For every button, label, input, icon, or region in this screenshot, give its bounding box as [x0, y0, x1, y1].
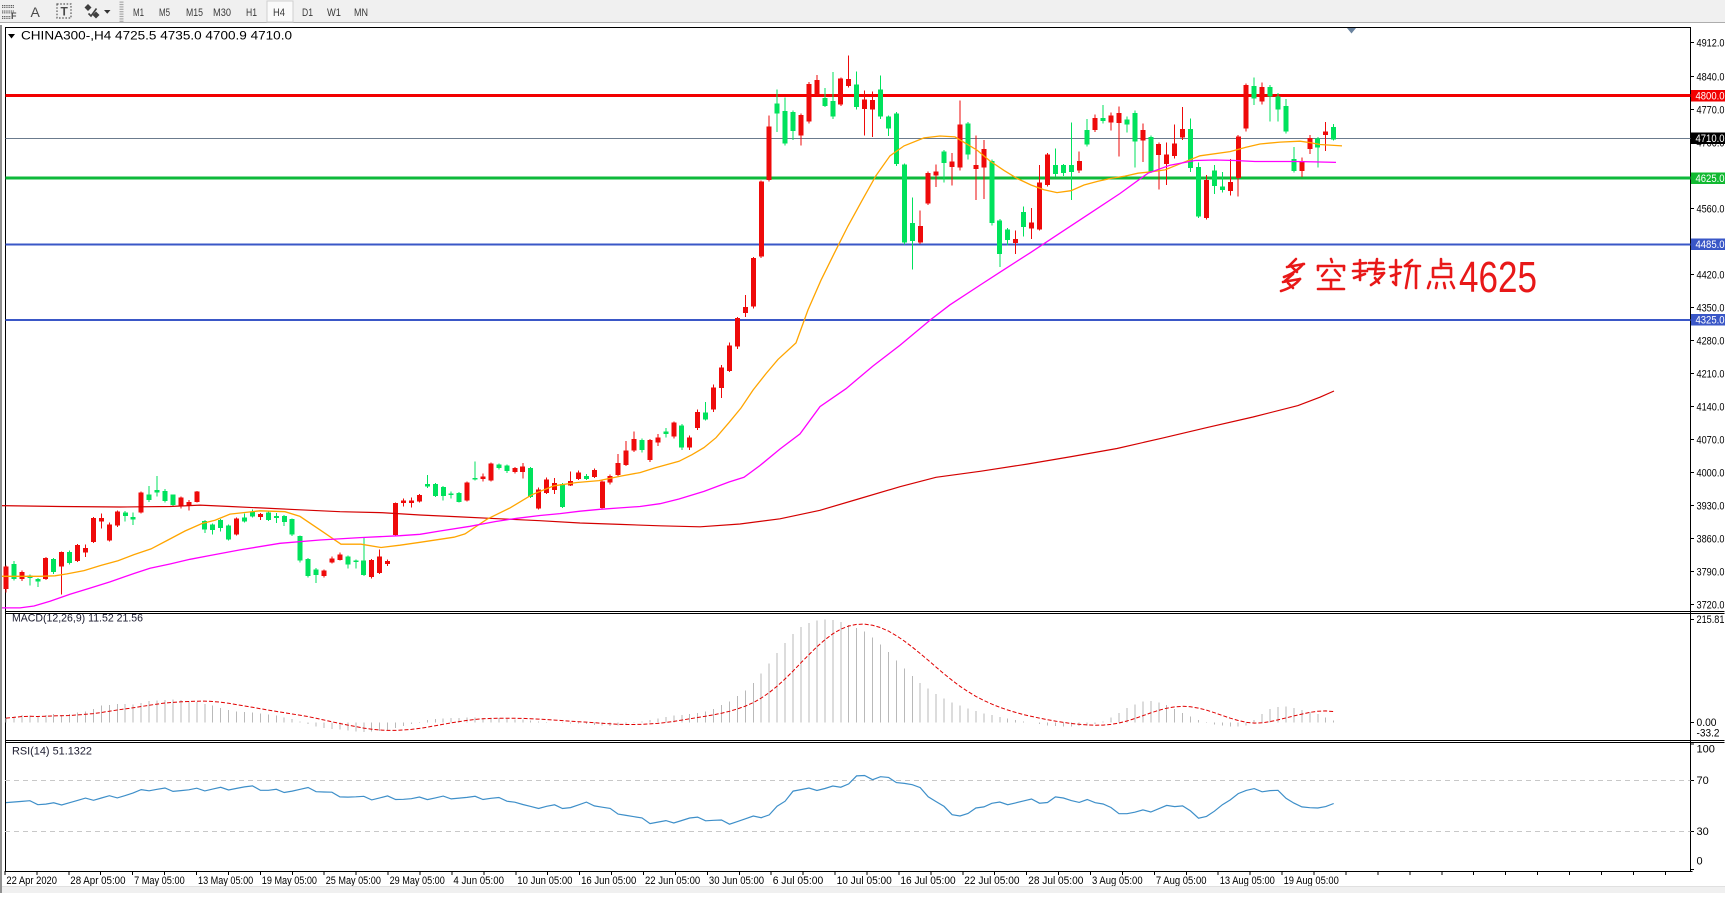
- svg-text:3860.0: 3860.0: [1697, 533, 1725, 545]
- svg-text:CHINA300-,H4 4725.5 4735.0 47: CHINA300-,H4 4725.5 4735.0 4700.9 4710.0: [21, 29, 292, 43]
- svg-text:28 Apr 05:00: 28 Apr 05:00: [70, 875, 125, 887]
- svg-text:16 Jul 05:00: 16 Jul 05:00: [900, 875, 955, 887]
- svg-text:4210.0: 4210.0: [1697, 368, 1725, 380]
- svg-text:22 Apr 2020: 22 Apr 2020: [6, 875, 57, 887]
- svg-text:4912.0: 4912.0: [1697, 38, 1725, 50]
- svg-text:30: 30: [1697, 826, 1709, 838]
- svg-text:H1: H1: [246, 7, 257, 19]
- svg-text:4560.0: 4560.0: [1697, 203, 1725, 215]
- svg-text:70: 70: [1697, 775, 1709, 787]
- svg-text:4070.0: 4070.0: [1697, 434, 1725, 446]
- svg-text:22 Jun 05:00: 22 Jun 05:00: [645, 875, 700, 887]
- svg-text:M30: M30: [213, 7, 231, 19]
- svg-text:4280.0: 4280.0: [1697, 335, 1725, 347]
- svg-text:H4: H4: [273, 7, 285, 19]
- svg-text:M5: M5: [159, 7, 170, 19]
- svg-text:0: 0: [1697, 856, 1703, 868]
- svg-text:7 Aug 05:00: 7 Aug 05:00: [1156, 875, 1207, 887]
- svg-text:3 Aug 05:00: 3 Aug 05:00: [1092, 875, 1143, 887]
- svg-text:RSI(14) 51.1322: RSI(14) 51.1322: [12, 746, 92, 758]
- svg-text:29 May 05:00: 29 May 05:00: [390, 875, 445, 887]
- svg-text:MACD(12,26,9) 11.52 21.56: MACD(12,26,9) 11.52 21.56: [12, 613, 143, 625]
- svg-text:3790.0: 3790.0: [1697, 566, 1725, 578]
- svg-text:10 Jun 05:00: 10 Jun 05:00: [517, 875, 572, 887]
- svg-text:4625.0: 4625.0: [1696, 173, 1725, 185]
- svg-text:4770.0: 4770.0: [1697, 104, 1725, 116]
- svg-text:4325.0: 4325.0: [1696, 314, 1725, 326]
- svg-text:4420.0: 4420.0: [1697, 269, 1725, 281]
- svg-text:4350.0: 4350.0: [1697, 302, 1725, 314]
- svg-text:W1: W1: [327, 7, 341, 19]
- svg-text:28 Jul 05:00: 28 Jul 05:00: [1028, 875, 1083, 887]
- svg-text:4485.0: 4485.0: [1696, 239, 1725, 251]
- svg-text:215.81: 215.81: [1697, 614, 1725, 626]
- svg-text:MN: MN: [354, 7, 368, 19]
- svg-text:4000.0: 4000.0: [1697, 467, 1725, 479]
- svg-text:A: A: [31, 4, 41, 20]
- svg-text:3930.0: 3930.0: [1697, 500, 1725, 512]
- svg-text:30 Jun 05:00: 30 Jun 05:00: [709, 875, 764, 887]
- svg-text:4840.0: 4840.0: [1697, 71, 1725, 83]
- svg-text:3720.0: 3720.0: [1697, 599, 1725, 611]
- svg-text:19 May 05:00: 19 May 05:00: [262, 875, 317, 887]
- svg-text:25 May 05:00: 25 May 05:00: [326, 875, 381, 887]
- svg-text:D1: D1: [302, 7, 313, 19]
- svg-text:M1: M1: [133, 7, 144, 19]
- svg-text:13 Aug 05:00: 13 Aug 05:00: [1220, 875, 1275, 887]
- svg-text:0.00: 0.00: [1697, 717, 1717, 729]
- svg-text:19 Aug 05:00: 19 Aug 05:00: [1284, 875, 1339, 887]
- svg-text:F: F: [11, 11, 17, 21]
- svg-text:T: T: [61, 5, 69, 19]
- svg-text:13 May 05:00: 13 May 05:00: [198, 875, 253, 887]
- svg-text:4140.0: 4140.0: [1697, 401, 1725, 413]
- svg-text:100: 100: [1697, 744, 1715, 756]
- svg-text:7 May 05:00: 7 May 05:00: [134, 875, 185, 887]
- svg-text:-33.2: -33.2: [1697, 728, 1720, 740]
- svg-text:4625: 4625: [1459, 253, 1537, 302]
- svg-text:10 Jul 05:00: 10 Jul 05:00: [837, 875, 892, 887]
- svg-text:6 Jul 05:00: 6 Jul 05:00: [773, 875, 824, 887]
- svg-text:M15: M15: [186, 7, 203, 19]
- svg-text:4710.0: 4710.0: [1696, 133, 1725, 145]
- svg-text:16 Jun 05:00: 16 Jun 05:00: [581, 875, 636, 887]
- svg-text:4 Jun 05:00: 4 Jun 05:00: [453, 875, 504, 887]
- svg-text:22 Jul 05:00: 22 Jul 05:00: [964, 875, 1019, 887]
- svg-text:4800.0: 4800.0: [1696, 91, 1725, 103]
